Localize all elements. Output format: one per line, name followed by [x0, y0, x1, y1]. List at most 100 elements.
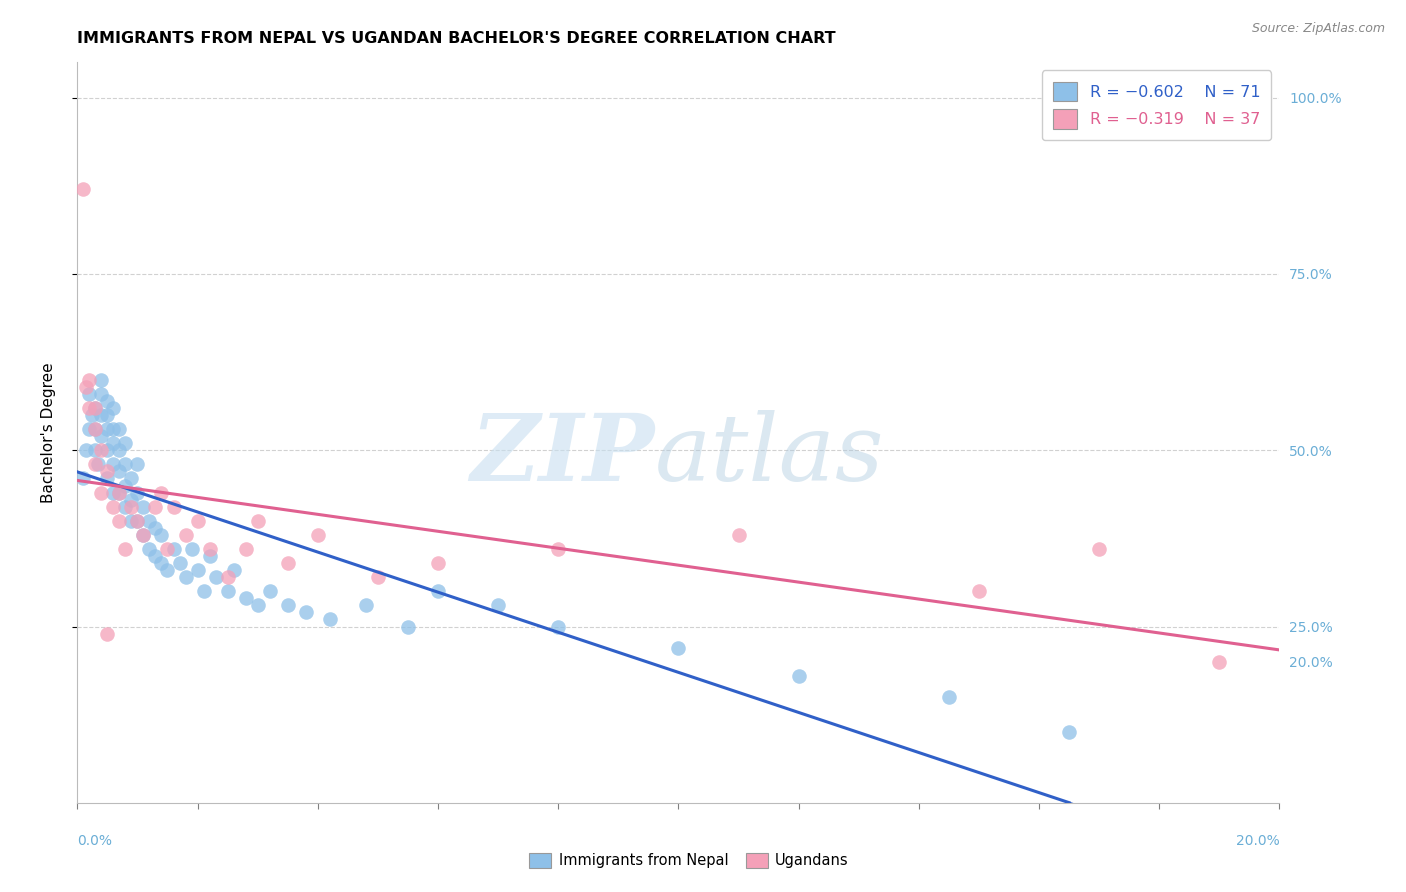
Point	[174, 528, 197, 542]
Point	[193, 584, 215, 599]
Point	[114, 500, 136, 514]
Point	[103, 436, 125, 450]
Point	[108, 464, 131, 478]
Point	[162, 541, 184, 556]
Point	[82, 408, 104, 422]
Point	[938, 690, 960, 704]
Point	[427, 584, 450, 599]
Point	[150, 556, 173, 570]
Point	[96, 422, 118, 436]
Point	[174, 570, 197, 584]
Point	[79, 387, 101, 401]
Point	[787, 669, 810, 683]
Point	[1057, 725, 1080, 739]
Point	[120, 514, 142, 528]
Point	[90, 408, 112, 422]
Point	[127, 514, 149, 528]
Point	[120, 492, 142, 507]
Point	[235, 591, 257, 606]
Point	[87, 458, 110, 472]
Point	[132, 500, 155, 514]
Point	[114, 478, 136, 492]
Point	[103, 401, 125, 415]
Point	[150, 528, 173, 542]
Point	[96, 626, 118, 640]
Point	[96, 408, 118, 422]
Point	[84, 422, 107, 436]
Point	[84, 458, 107, 472]
Point	[180, 541, 202, 556]
Point	[198, 541, 221, 556]
Point	[156, 541, 179, 556]
Point	[72, 182, 94, 196]
Point	[108, 443, 131, 458]
Point	[108, 485, 131, 500]
Point	[138, 541, 160, 556]
Text: Source: ZipAtlas.com: Source: ZipAtlas.com	[1251, 22, 1385, 36]
Point	[319, 612, 342, 626]
Point	[156, 563, 179, 577]
Point	[145, 549, 167, 563]
Point	[132, 528, 155, 542]
Point	[727, 528, 749, 542]
Point	[204, 570, 226, 584]
Point	[217, 570, 239, 584]
Text: IMMIGRANTS FROM NEPAL VS UGANDAN BACHELOR'S DEGREE CORRELATION CHART: IMMIGRANTS FROM NEPAL VS UGANDAN BACHELO…	[77, 31, 837, 46]
Point	[294, 606, 316, 620]
Point	[668, 640, 690, 655]
Point	[108, 485, 131, 500]
Point	[354, 599, 377, 613]
Point	[222, 563, 245, 577]
Point	[84, 443, 107, 458]
Legend: Immigrants from Nepal, Ugandans: Immigrants from Nepal, Ugandans	[523, 847, 855, 874]
Point	[132, 528, 155, 542]
Point	[145, 500, 167, 514]
Point	[396, 619, 419, 633]
Point	[547, 541, 569, 556]
Point	[187, 514, 209, 528]
Point	[79, 373, 101, 387]
Point	[307, 528, 329, 542]
Point	[90, 443, 112, 458]
Point	[486, 599, 509, 613]
Point	[169, 556, 191, 570]
Point	[246, 599, 269, 613]
Point	[114, 436, 136, 450]
Text: 0.0%: 0.0%	[77, 834, 112, 848]
Point	[96, 393, 118, 408]
Point	[90, 429, 112, 443]
Point	[108, 422, 131, 436]
Point	[90, 373, 112, 387]
Point	[103, 458, 125, 472]
Y-axis label: Bachelor's Degree: Bachelor's Degree	[42, 362, 56, 503]
Point	[75, 380, 97, 394]
Point	[108, 514, 131, 528]
Point	[79, 401, 101, 415]
Point	[1088, 541, 1111, 556]
Text: ZIP: ZIP	[470, 409, 654, 500]
Point	[75, 443, 97, 458]
Point	[427, 556, 450, 570]
Point	[96, 464, 118, 478]
Legend: R = −0.602    N = 71, R = −0.319    N = 37: R = −0.602 N = 71, R = −0.319 N = 37	[1042, 70, 1271, 140]
Point	[103, 422, 125, 436]
Point	[277, 599, 299, 613]
Point	[277, 556, 299, 570]
Point	[84, 401, 107, 415]
Point	[145, 521, 167, 535]
Point	[84, 422, 107, 436]
Point	[96, 443, 118, 458]
Point	[79, 422, 101, 436]
Point	[114, 541, 136, 556]
Point	[138, 514, 160, 528]
Point	[198, 549, 221, 563]
Point	[120, 500, 142, 514]
Point	[127, 458, 149, 472]
Point	[217, 584, 239, 599]
Point	[90, 485, 112, 500]
Point	[547, 619, 569, 633]
Point	[96, 471, 118, 485]
Point	[1208, 655, 1230, 669]
Point	[967, 584, 990, 599]
Point	[246, 514, 269, 528]
